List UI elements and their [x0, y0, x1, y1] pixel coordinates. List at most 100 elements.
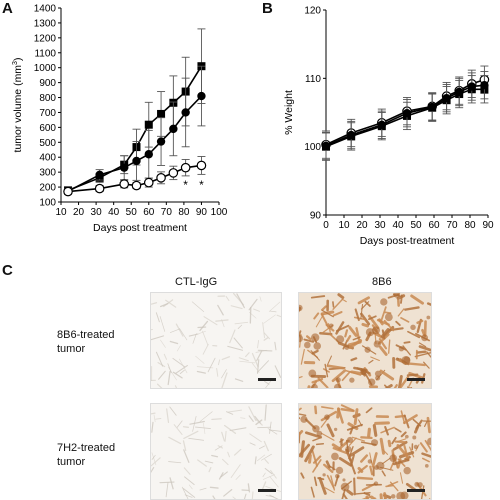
x-tick-label: 0 — [323, 220, 329, 231]
stained-cell — [329, 324, 333, 328]
tissue-strand — [385, 312, 390, 313]
tissue-strand — [374, 425, 376, 435]
tissue-strand — [389, 441, 390, 445]
data-point-circle — [428, 103, 436, 111]
stained-cell — [313, 342, 321, 350]
tissue-strand — [333, 302, 334, 307]
y-tick-label: 200 — [39, 183, 56, 194]
stained-cell — [403, 467, 410, 474]
row-title-7h2-treated: 7H2-treated tumor — [57, 441, 115, 469]
x-tick-label: 30 — [91, 207, 103, 218]
y-tick-label: 90 — [310, 211, 322, 222]
data-point-circle — [120, 163, 128, 171]
stain-texture — [151, 293, 281, 388]
stained-cell — [385, 313, 393, 321]
stained-cell — [371, 439, 378, 446]
row-title-line2: tumor — [57, 455, 115, 469]
x-tick-label: 50 — [410, 220, 422, 231]
significance-marker: * — [199, 178, 204, 192]
panel-c-letter: C — [2, 262, 13, 279]
series-line-0 — [68, 66, 201, 190]
tissue-strand — [359, 468, 362, 471]
stained-cell — [360, 369, 366, 375]
stained-cell — [311, 333, 319, 341]
x-tick-label: 40 — [392, 220, 404, 231]
stain-texture — [299, 404, 431, 499]
tissue-background — [151, 293, 281, 388]
data-point-circle — [403, 109, 411, 117]
x-tick-label: 90 — [482, 220, 494, 231]
x-tick-label: 40 — [108, 207, 120, 218]
y-tick-label: 1000 — [34, 63, 57, 74]
data-point-circle — [197, 92, 205, 100]
y-tick-label: 1400 — [34, 4, 57, 15]
micrograph-7h2-treated-ctl-igg — [150, 403, 282, 500]
stained-cell — [414, 445, 418, 449]
stained-cell — [425, 464, 429, 468]
tissue-strand — [358, 478, 372, 479]
stained-cell — [336, 377, 341, 382]
tissue-strand — [361, 437, 371, 438]
data-point-open-circle — [145, 178, 153, 186]
tissue-strand — [396, 416, 405, 417]
y-tick-label: 1300 — [34, 18, 57, 29]
x-axis-label: Days post-treatment — [360, 235, 455, 247]
stained-cell — [405, 435, 409, 439]
data-point-circle — [455, 88, 463, 96]
tissue-strand — [381, 495, 382, 499]
data-point-circle — [157, 137, 165, 145]
data-point-circle — [169, 125, 177, 133]
stained-cell — [368, 459, 372, 463]
stained-cell — [304, 342, 311, 349]
data-point-open-circle — [197, 161, 205, 169]
y-axis-label-text: % Weight — [283, 90, 295, 135]
y-tick-label: 800 — [39, 93, 56, 104]
stain-texture — [151, 404, 281, 499]
data-point-open-circle — [95, 184, 103, 192]
data-point-square — [145, 121, 153, 129]
data-point-circle — [347, 131, 355, 139]
y-tick-label: 600 — [39, 123, 56, 134]
stained-cell — [399, 346, 404, 351]
x-tick-label: 20 — [73, 207, 85, 218]
y-axis-label-close: ) — [12, 58, 24, 62]
tissue-strand — [423, 330, 425, 335]
y-tick-label: 500 — [39, 138, 56, 149]
tissue-strand — [409, 364, 425, 365]
x-tick-label: 10 — [338, 220, 350, 231]
x-tick-label: 70 — [446, 220, 458, 231]
scale-bar — [258, 489, 276, 492]
row-title-line1: 7H2-treated — [57, 441, 115, 455]
y-tick-label: 110 — [305, 74, 321, 85]
y-tick-label: 400 — [39, 153, 56, 164]
stained-cell — [349, 377, 354, 382]
y-tick-label: 1200 — [34, 33, 57, 44]
y-tick-label: 120 — [304, 6, 321, 17]
micrograph-8b6-treated-8b6 — [298, 292, 432, 389]
data-point-circle — [132, 157, 140, 165]
stained-cell — [335, 474, 340, 479]
x-tick-label: 80 — [178, 207, 190, 218]
x-tick-label: 20 — [356, 220, 368, 231]
tissue-strand — [363, 324, 368, 326]
data-point-circle — [480, 81, 488, 89]
tissue-strand — [355, 410, 357, 424]
stained-cell — [322, 473, 325, 476]
y-tick-label: 300 — [39, 168, 56, 179]
stained-cell — [426, 316, 430, 320]
y-tick-label: 100 — [304, 142, 321, 153]
stained-cell — [317, 431, 323, 437]
stained-cell — [345, 345, 349, 349]
stained-cell — [308, 370, 316, 378]
tissue-strand — [385, 494, 387, 499]
tissue-strand — [210, 487, 218, 488]
x-tick-label: 100 — [211, 207, 228, 218]
stained-cell — [368, 378, 375, 385]
stained-cell — [324, 414, 330, 420]
x-tick-label: 60 — [143, 207, 155, 218]
x-tick-label: 80 — [464, 220, 476, 231]
stained-cell — [300, 416, 307, 423]
tissue-strand — [428, 418, 430, 432]
stained-cell — [421, 334, 428, 341]
